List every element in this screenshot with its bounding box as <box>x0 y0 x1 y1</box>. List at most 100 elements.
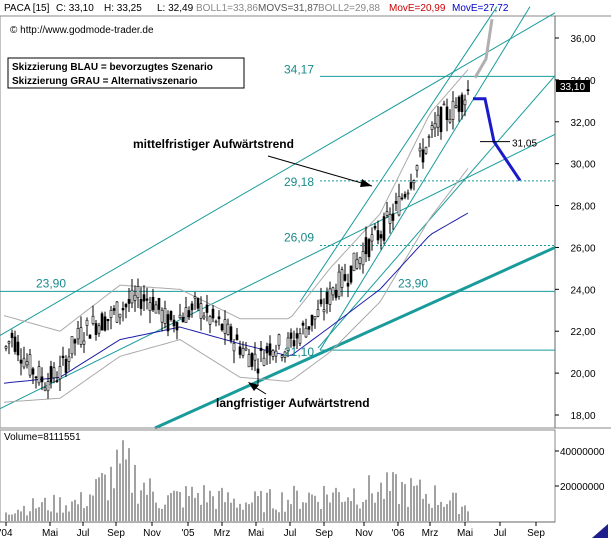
level-label: 26,09 <box>284 231 314 245</box>
price-tick-label: 28,00 <box>570 202 595 213</box>
candle-body <box>25 361 29 366</box>
candle-body <box>280 355 284 358</box>
candle-body <box>295 333 299 339</box>
candle-body <box>223 319 227 334</box>
price-tick-label: 18,00 <box>570 411 595 422</box>
candle-body <box>292 340 296 347</box>
price-tick-label: 30,00 <box>570 160 595 171</box>
candle-body <box>397 195 401 216</box>
header-movs: MOVS=31,87 <box>258 3 319 14</box>
candlesticks <box>4 80 470 399</box>
candle-body <box>370 234 374 242</box>
candle-body <box>43 387 47 391</box>
candle-body <box>190 303 194 311</box>
candle-body <box>346 282 350 287</box>
candle-body <box>220 323 224 331</box>
candle-body <box>181 317 185 323</box>
candle-body <box>211 308 215 319</box>
candle-body <box>268 343 272 356</box>
candle-body <box>73 339 77 344</box>
long-trend-arrowhead <box>248 382 259 391</box>
candle-body <box>427 136 431 139</box>
time-tick-label: Jul <box>77 528 90 539</box>
candle-body <box>466 89 470 91</box>
candle-body <box>124 304 128 308</box>
target-label: 31,05 <box>512 139 537 150</box>
candle-body <box>217 316 221 320</box>
volume-frame <box>0 429 556 523</box>
candle-body <box>382 216 386 241</box>
level-label-left: 23,90 <box>36 276 66 290</box>
candle-body <box>442 103 446 106</box>
time-tick-label: '05 <box>181 528 194 539</box>
annotation-long-trend: langfristiger Aufwärtstrend <box>216 396 370 410</box>
header-move2: MovE=27,72 <box>452 3 509 14</box>
time-tick-label: Mai <box>457 528 473 539</box>
candle-body <box>55 380 59 382</box>
candle-body <box>10 332 14 338</box>
candle-body <box>91 315 95 324</box>
candle-body <box>13 336 17 352</box>
candle-body <box>421 149 425 163</box>
candle-body <box>61 355 65 359</box>
candle-body <box>250 353 254 367</box>
price-tick-label: 24,00 <box>570 285 595 296</box>
candle-body <box>163 307 167 324</box>
bollinger-upper <box>3 69 469 332</box>
header-close: C: 33,10 <box>56 3 94 14</box>
candle-body <box>337 271 341 297</box>
level-label: 23,90 <box>398 276 428 290</box>
candle-body <box>103 316 107 331</box>
candle-body <box>49 366 53 383</box>
level-label: 29,18 <box>284 175 314 189</box>
time-tick-label: Jul <box>494 528 507 539</box>
candle-body <box>157 298 161 310</box>
candle-body <box>406 192 410 195</box>
candle-body <box>424 147 428 154</box>
candle-body <box>361 251 365 266</box>
candle-body <box>16 341 20 356</box>
time-tick-label: Sep <box>107 528 125 539</box>
candle-body <box>301 322 305 326</box>
volume-label: Volume=8111551 <box>4 432 81 443</box>
bollinger-bands <box>3 69 469 403</box>
candle-body <box>28 354 32 376</box>
candle-body <box>409 182 413 189</box>
candle-body <box>433 123 437 129</box>
grey-scenario-path <box>473 18 494 79</box>
candle-body <box>184 307 188 323</box>
resize-corner-icon[interactable] <box>588 522 611 541</box>
volume-tick-label: 20000000 <box>560 482 605 493</box>
price-tick-label: 22,00 <box>570 327 595 338</box>
candle-body <box>58 366 62 380</box>
time-tick-label: Mai <box>42 528 58 539</box>
last-price-tag: 33,10 <box>560 82 585 93</box>
candle-body <box>430 125 434 130</box>
candle-body <box>238 346 242 355</box>
time-tick-label: Mrz <box>422 528 439 539</box>
candle-body <box>343 274 347 281</box>
last-price-tag-bg <box>556 80 590 92</box>
candle-body <box>334 289 338 298</box>
candle-body <box>271 350 275 357</box>
medium-trend-arrow <box>267 155 373 187</box>
candle-body <box>286 337 290 351</box>
blue-scenario-path <box>473 97 522 182</box>
candle-body <box>304 327 308 338</box>
candle-body <box>310 314 314 326</box>
candle-body <box>187 310 191 318</box>
candle-body <box>169 311 173 320</box>
time-tick-label: '04 <box>0 528 13 539</box>
candle-body <box>76 328 80 340</box>
time-tick-label: '06 <box>391 528 404 539</box>
candle-body <box>52 367 56 379</box>
candle-body <box>457 96 461 112</box>
candle-body <box>355 259 359 269</box>
legend-box: Skizzierung BLAU = bevorzugtes Szenario … <box>7 57 245 89</box>
scenarios: 31,05 <box>473 18 537 182</box>
candle-body <box>112 308 116 311</box>
candle-body <box>178 314 182 318</box>
candle-body <box>34 376 38 379</box>
candle-body <box>121 308 125 311</box>
candle-body <box>151 296 155 311</box>
